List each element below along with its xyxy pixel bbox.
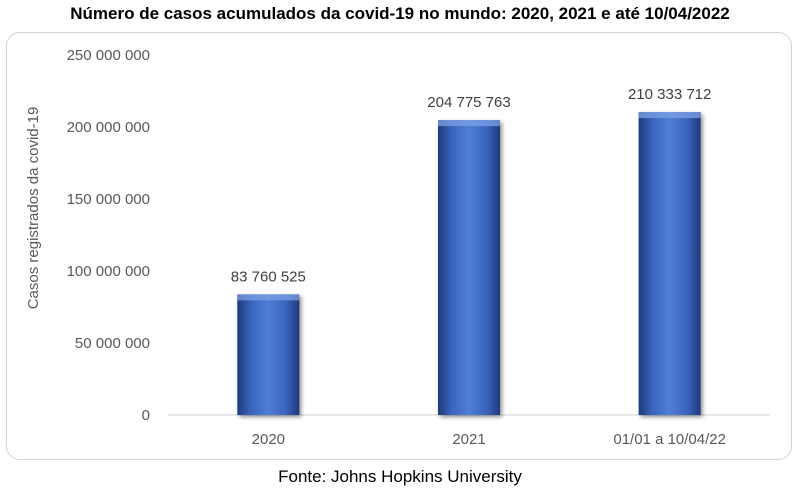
- bar-top-bevel: [638, 112, 701, 119]
- x-tick-label: 2020: [252, 431, 285, 448]
- y-tick-label: 150 000 000: [67, 191, 150, 208]
- bar: [638, 112, 701, 416]
- chart-title: Número de casos acumulados da covid-19 n…: [70, 4, 730, 23]
- y-tick-label: 0: [142, 407, 150, 424]
- x-tick-label: 01/01 a 10/04/22: [613, 431, 726, 448]
- data-label: 83 760 525: [231, 268, 306, 285]
- y-tick-label: 50 000 000: [75, 335, 150, 352]
- y-tick-label: 250 000 000: [67, 47, 150, 64]
- bar-top-bevel: [438, 120, 500, 127]
- x-tick-label: 2021: [452, 431, 485, 448]
- data-label: 204 775 763: [427, 94, 510, 111]
- y-tick-label: 100 000 000: [67, 263, 150, 280]
- y-axis-title: Casos registrados da covid-19: [25, 107, 42, 310]
- bar-top-bevel: [237, 294, 300, 301]
- y-tick-label: 200 000 000: [67, 119, 150, 136]
- source-note: Fonte: Johns Hopkins University: [278, 467, 522, 486]
- bar: [438, 120, 500, 416]
- data-label: 210 333 712: [628, 86, 711, 103]
- bar: [237, 294, 300, 415]
